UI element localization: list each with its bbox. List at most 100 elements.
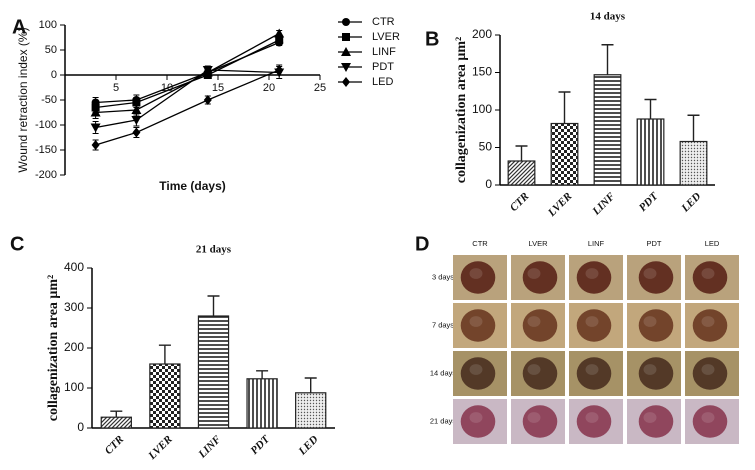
- bar: [593, 74, 622, 186]
- row-label: 21 days: [430, 416, 457, 425]
- y-tick-label: 300: [64, 300, 84, 314]
- bar: [507, 160, 536, 186]
- column-label: LVER: [528, 239, 548, 248]
- wound-highlight: [643, 412, 657, 423]
- error-bar: [515, 145, 528, 161]
- wound-area: [638, 405, 674, 438]
- wound-highlight: [527, 364, 541, 375]
- marker: [341, 63, 351, 72]
- panel-label: B: [425, 28, 439, 50]
- bar: [246, 378, 278, 429]
- bar: [550, 122, 579, 186]
- y-tick-label: 200: [64, 340, 84, 354]
- bar: [295, 392, 327, 429]
- x-tick-label: LINF: [196, 433, 224, 461]
- column-label: PDT: [647, 239, 662, 248]
- x-tick-label: CTR: [508, 190, 532, 214]
- wound-area: [460, 261, 496, 294]
- wound-highlight: [585, 364, 599, 375]
- marker: [90, 107, 101, 117]
- wound-highlight: [469, 364, 483, 375]
- x-tick-label: 25: [314, 82, 326, 94]
- marker: [91, 140, 100, 150]
- wound-highlight: [585, 316, 599, 327]
- error-bar: [207, 295, 220, 316]
- marker: [131, 116, 142, 125]
- error-bar: [687, 114, 700, 142]
- wound-highlight: [527, 412, 541, 423]
- panel-label: D: [415, 233, 429, 255]
- wound-highlight: [527, 316, 541, 327]
- wound-area: [692, 261, 728, 294]
- wound-highlight: [585, 412, 599, 423]
- series-line: [95, 69, 280, 129]
- legend-label: LINF: [372, 46, 396, 58]
- wound-highlight: [527, 268, 541, 279]
- wound-highlight: [701, 268, 715, 279]
- wound-area: [522, 405, 558, 438]
- row-label: 14 days: [430, 368, 457, 377]
- series-line: [95, 39, 280, 109]
- marker: [275, 65, 284, 75]
- error-bar: [158, 344, 171, 364]
- y-tick-label: -100: [35, 119, 57, 131]
- column-label: LINF: [588, 239, 605, 248]
- x-tick-label: PDT: [248, 433, 273, 458]
- x-tick-label: CTR: [103, 433, 127, 457]
- y-tick-label: 50: [479, 140, 493, 154]
- wound-area: [692, 357, 728, 390]
- error-bar: [110, 410, 123, 418]
- wound-area: [522, 309, 558, 342]
- series-line: [95, 32, 280, 114]
- wound-area: [638, 261, 674, 294]
- error-bar: [601, 44, 614, 75]
- column-label: LED: [705, 239, 720, 248]
- bar: [636, 118, 665, 186]
- wound-highlight: [701, 364, 715, 375]
- wound-area: [576, 357, 612, 390]
- wound-area: [576, 309, 612, 342]
- legend-label: CTR: [372, 16, 395, 28]
- y-axis-label: Wound retraction index (%): [16, 27, 30, 172]
- error-bar: [558, 91, 571, 124]
- error-bar: [644, 98, 657, 119]
- wound-area: [460, 309, 496, 342]
- x-tick-label: LED: [679, 190, 704, 215]
- marker: [342, 77, 350, 87]
- error-bar: [304, 377, 317, 393]
- wound-highlight: [643, 316, 657, 327]
- wound-highlight: [585, 268, 599, 279]
- marker: [203, 95, 212, 105]
- wound-highlight: [701, 316, 715, 327]
- wound-area: [692, 309, 728, 342]
- wound-area: [692, 405, 728, 438]
- x-tick-label: LINF: [590, 190, 618, 218]
- y-tick-label: 100: [64, 380, 84, 394]
- wound-highlight: [469, 268, 483, 279]
- marker: [342, 33, 350, 41]
- x-tick-label: 20: [263, 82, 275, 94]
- y-tick-label: 400: [64, 260, 84, 274]
- wound-area: [522, 357, 558, 390]
- y-axis-label: collagenization area μm²: [46, 275, 61, 421]
- series-line: [95, 41, 280, 104]
- row-label: 3 days: [432, 272, 454, 281]
- bar: [149, 363, 181, 429]
- bar: [197, 315, 230, 429]
- bar: [100, 416, 132, 429]
- column-label: CTR: [472, 239, 488, 248]
- row-label: 7 days: [432, 320, 454, 329]
- x-tick-label: LVER: [146, 433, 175, 462]
- chart-title: 21 days: [196, 244, 232, 256]
- y-tick-label: -50: [41, 94, 57, 106]
- marker: [341, 47, 351, 56]
- x-tick-label: 15: [212, 82, 224, 94]
- wound-highlight: [701, 412, 715, 423]
- y-tick-label: -150: [35, 144, 57, 156]
- wound-highlight: [469, 412, 483, 423]
- legend-label: PDT: [372, 61, 394, 73]
- y-tick-label: 0: [77, 420, 84, 434]
- marker: [90, 123, 101, 133]
- legend-label: LED: [372, 76, 393, 88]
